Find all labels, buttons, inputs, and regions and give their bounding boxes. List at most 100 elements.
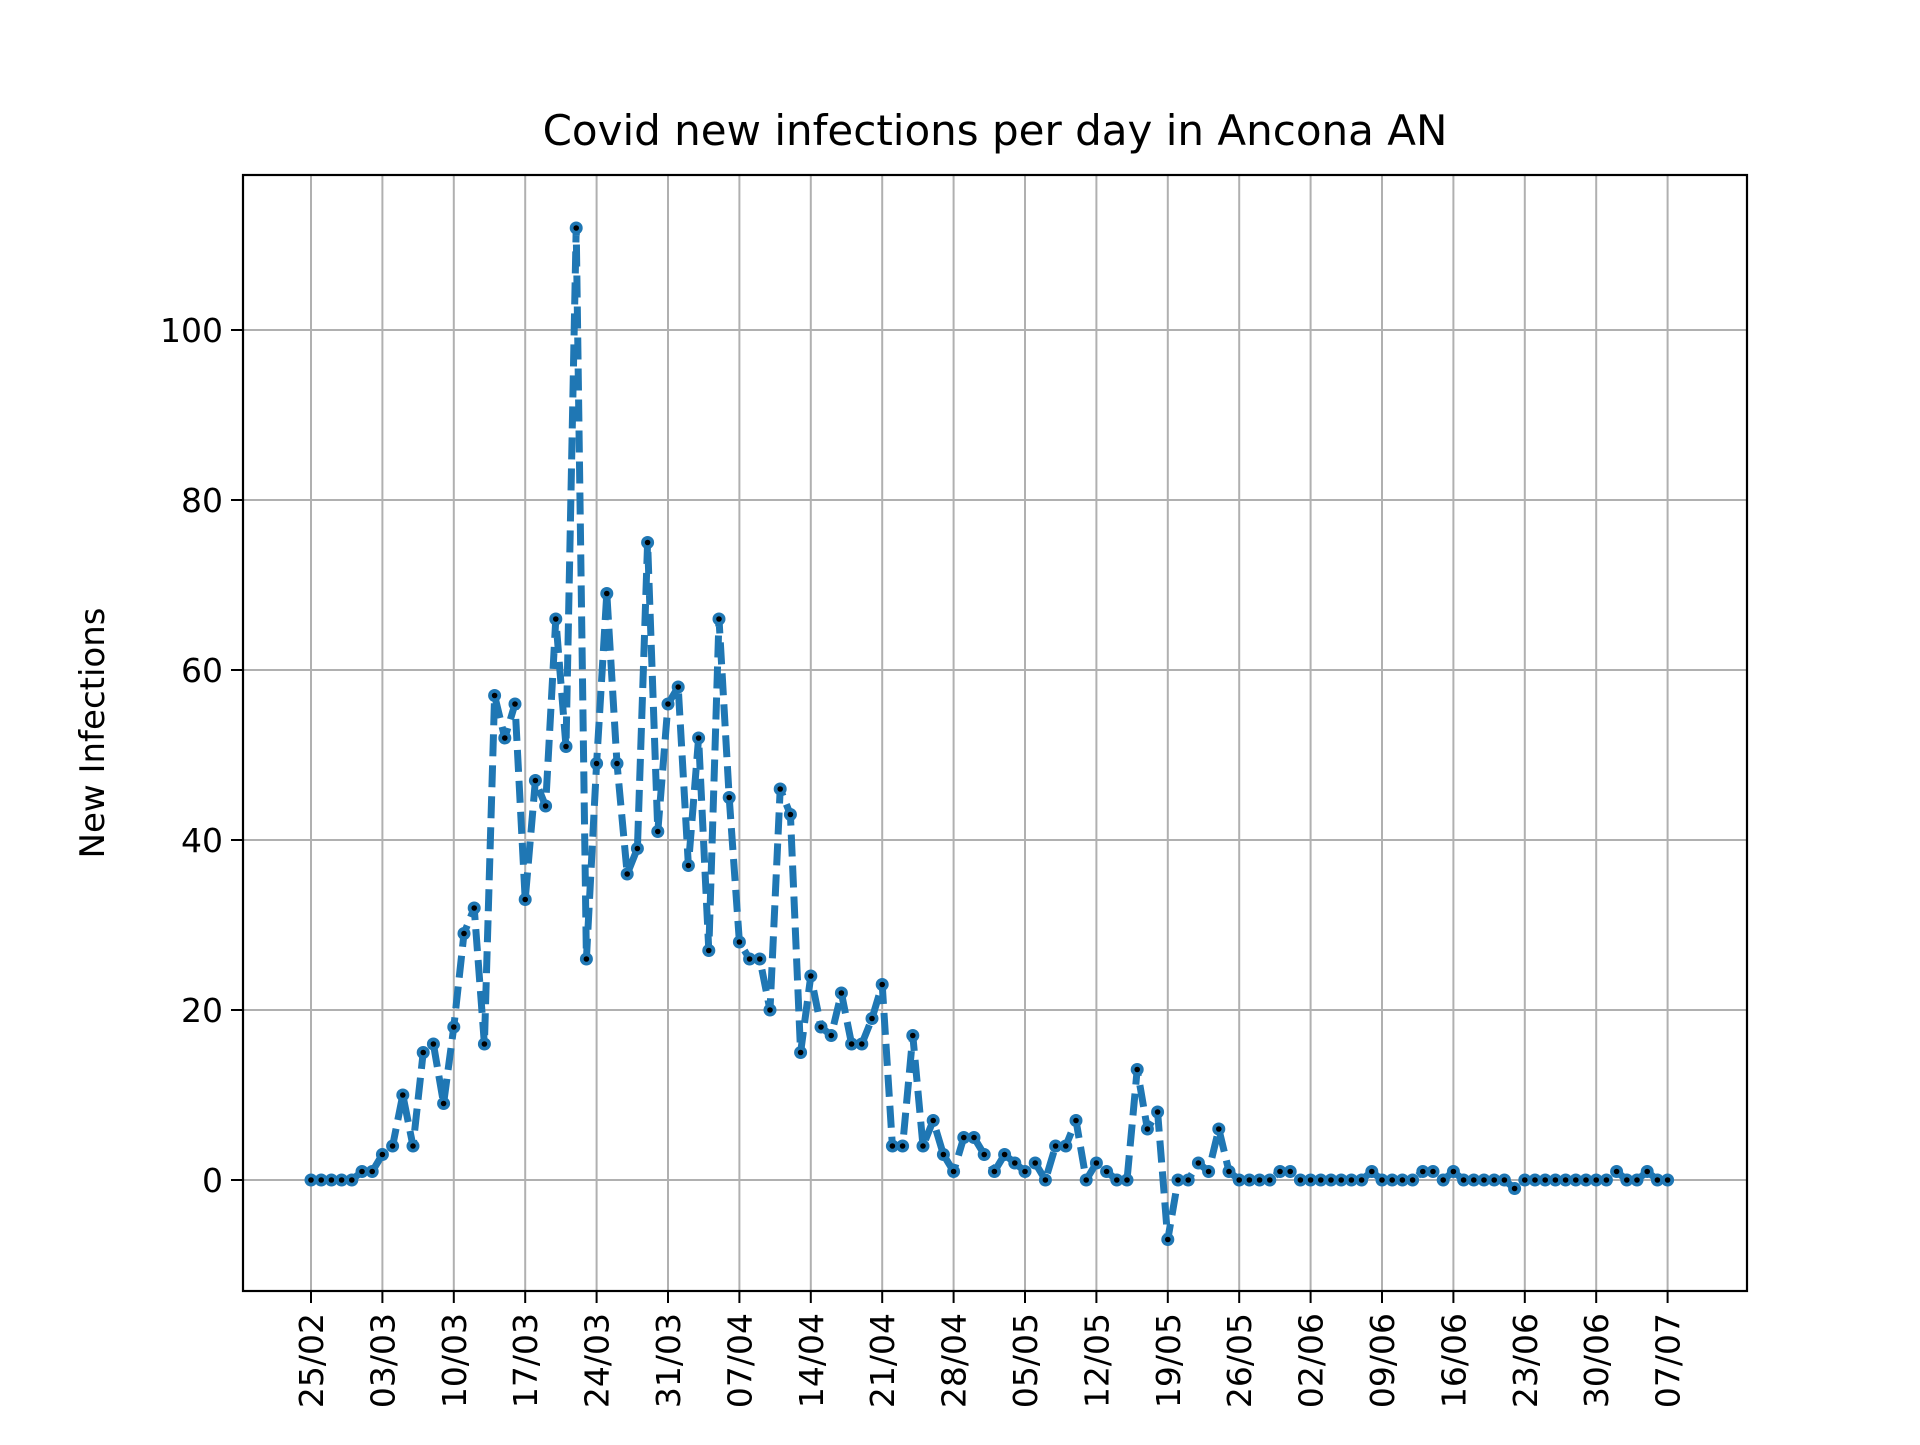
series-markers (304, 221, 1675, 1246)
data-point-center (1389, 1177, 1395, 1183)
data-point-center (1287, 1168, 1293, 1175)
data-point-center (1328, 1177, 1334, 1183)
x-tick-label: 09/06 (1363, 1313, 1402, 1408)
data-point-center (685, 862, 692, 869)
data-point-center (369, 1168, 376, 1175)
data-point-center (757, 956, 763, 962)
data-point-center (920, 1143, 926, 1149)
data-point-center (1338, 1177, 1344, 1183)
data-point-center (665, 701, 671, 707)
x-tick-label: 31/03 (649, 1313, 688, 1408)
data-point-center (1562, 1177, 1569, 1183)
data-point-center (930, 1117, 936, 1124)
data-point-center (1134, 1066, 1140, 1073)
data-point-center (1001, 1151, 1008, 1158)
data-point-center (736, 939, 743, 945)
data-point-center (1624, 1177, 1630, 1183)
data-point-center (1205, 1168, 1212, 1175)
data-point-center (1042, 1177, 1049, 1183)
data-point-center (1236, 1177, 1242, 1183)
data-point-center (1216, 1126, 1222, 1132)
data-point-center (981, 1151, 987, 1158)
data-point-center (1634, 1177, 1640, 1183)
data-point-center (451, 1024, 457, 1030)
data-point-center (1267, 1177, 1273, 1183)
x-tick-label: 21/04 (863, 1313, 902, 1408)
data-point-center (1399, 1177, 1406, 1183)
data-point-center (583, 956, 590, 962)
data-point-center (1083, 1177, 1089, 1183)
data-point-center (1185, 1177, 1191, 1183)
data-point-center (1348, 1177, 1355, 1183)
x-tick-label: 16/06 (1434, 1313, 1473, 1408)
data-point-center (1277, 1168, 1283, 1175)
x-tick-label: 26/05 (1220, 1313, 1259, 1408)
data-point-center (706, 947, 712, 954)
data-point-center (1440, 1177, 1446, 1183)
data-point-center (910, 1032, 916, 1039)
data-point-center (1654, 1177, 1661, 1183)
data-point-center (1318, 1177, 1324, 1183)
data-point-center (1175, 1177, 1181, 1183)
y-axis-label: New Infections (73, 608, 113, 859)
x-tick-label: 03/03 (363, 1313, 402, 1408)
x-tick-label: 14/04 (792, 1313, 831, 1408)
x-tick-label: 23/06 (1506, 1313, 1545, 1408)
data-point-center (1103, 1168, 1110, 1175)
x-tick-label: 25/02 (292, 1313, 331, 1408)
data-point-center (481, 1041, 488, 1047)
data-point-center (1511, 1185, 1518, 1192)
x-tick-label: 28/04 (935, 1313, 974, 1408)
x-tick-label: 12/05 (1077, 1313, 1116, 1408)
data-point-center (808, 973, 814, 979)
data-point-center (1409, 1177, 1416, 1183)
data-point-center (1154, 1109, 1161, 1115)
data-point-center (675, 684, 681, 690)
y-axis-ticks: 0 20 40 60 80 100 (160, 311, 243, 1200)
data-point-center (379, 1151, 386, 1158)
data-point-center (573, 225, 579, 231)
data-point-center (1481, 1177, 1487, 1183)
x-tick-label: 05/05 (1006, 1313, 1045, 1408)
data-point-center (1501, 1177, 1508, 1183)
data-point-center (604, 590, 610, 597)
data-point-center (899, 1143, 906, 1149)
data-point-center (726, 794, 732, 801)
data-point-center (1052, 1143, 1059, 1149)
data-point-center (716, 616, 722, 622)
data-point-center (1032, 1160, 1038, 1166)
x-tick-label: 24/03 (578, 1313, 617, 1408)
data-point-center (767, 1007, 773, 1013)
data-point-center (1573, 1177, 1579, 1183)
data-point-center (502, 735, 508, 741)
data-point-center (991, 1168, 998, 1175)
y-tick-label: 60 (181, 651, 223, 690)
data-point-center (308, 1177, 314, 1183)
y-tick-label: 40 (181, 821, 223, 860)
data-point-center (1450, 1168, 1457, 1175)
data-point-center (1613, 1168, 1620, 1175)
y-tick-label: 80 (181, 481, 223, 520)
data-point-center (1430, 1168, 1436, 1175)
data-point-center (1460, 1177, 1467, 1183)
data-point-center (420, 1049, 427, 1056)
data-point-center (461, 930, 467, 937)
data-point-center (1420, 1168, 1426, 1175)
plot-frame (241, 173, 1749, 1293)
data-point-center (879, 981, 885, 988)
data-point-center (542, 803, 549, 809)
data-point-center (746, 956, 753, 962)
data-point-center (695, 735, 702, 741)
data-point-center (818, 1024, 824, 1030)
data-point-center (349, 1177, 355, 1183)
data-point-center (440, 1100, 447, 1107)
data-point-center (848, 1041, 855, 1047)
x-tick-label: 02/06 (1292, 1313, 1331, 1408)
data-point-center (1379, 1177, 1385, 1183)
data-point-center (553, 616, 559, 622)
data-point-center (522, 896, 528, 903)
data-point-center (1307, 1177, 1314, 1183)
data-point-center (471, 905, 478, 911)
data-point-center (1369, 1168, 1375, 1175)
